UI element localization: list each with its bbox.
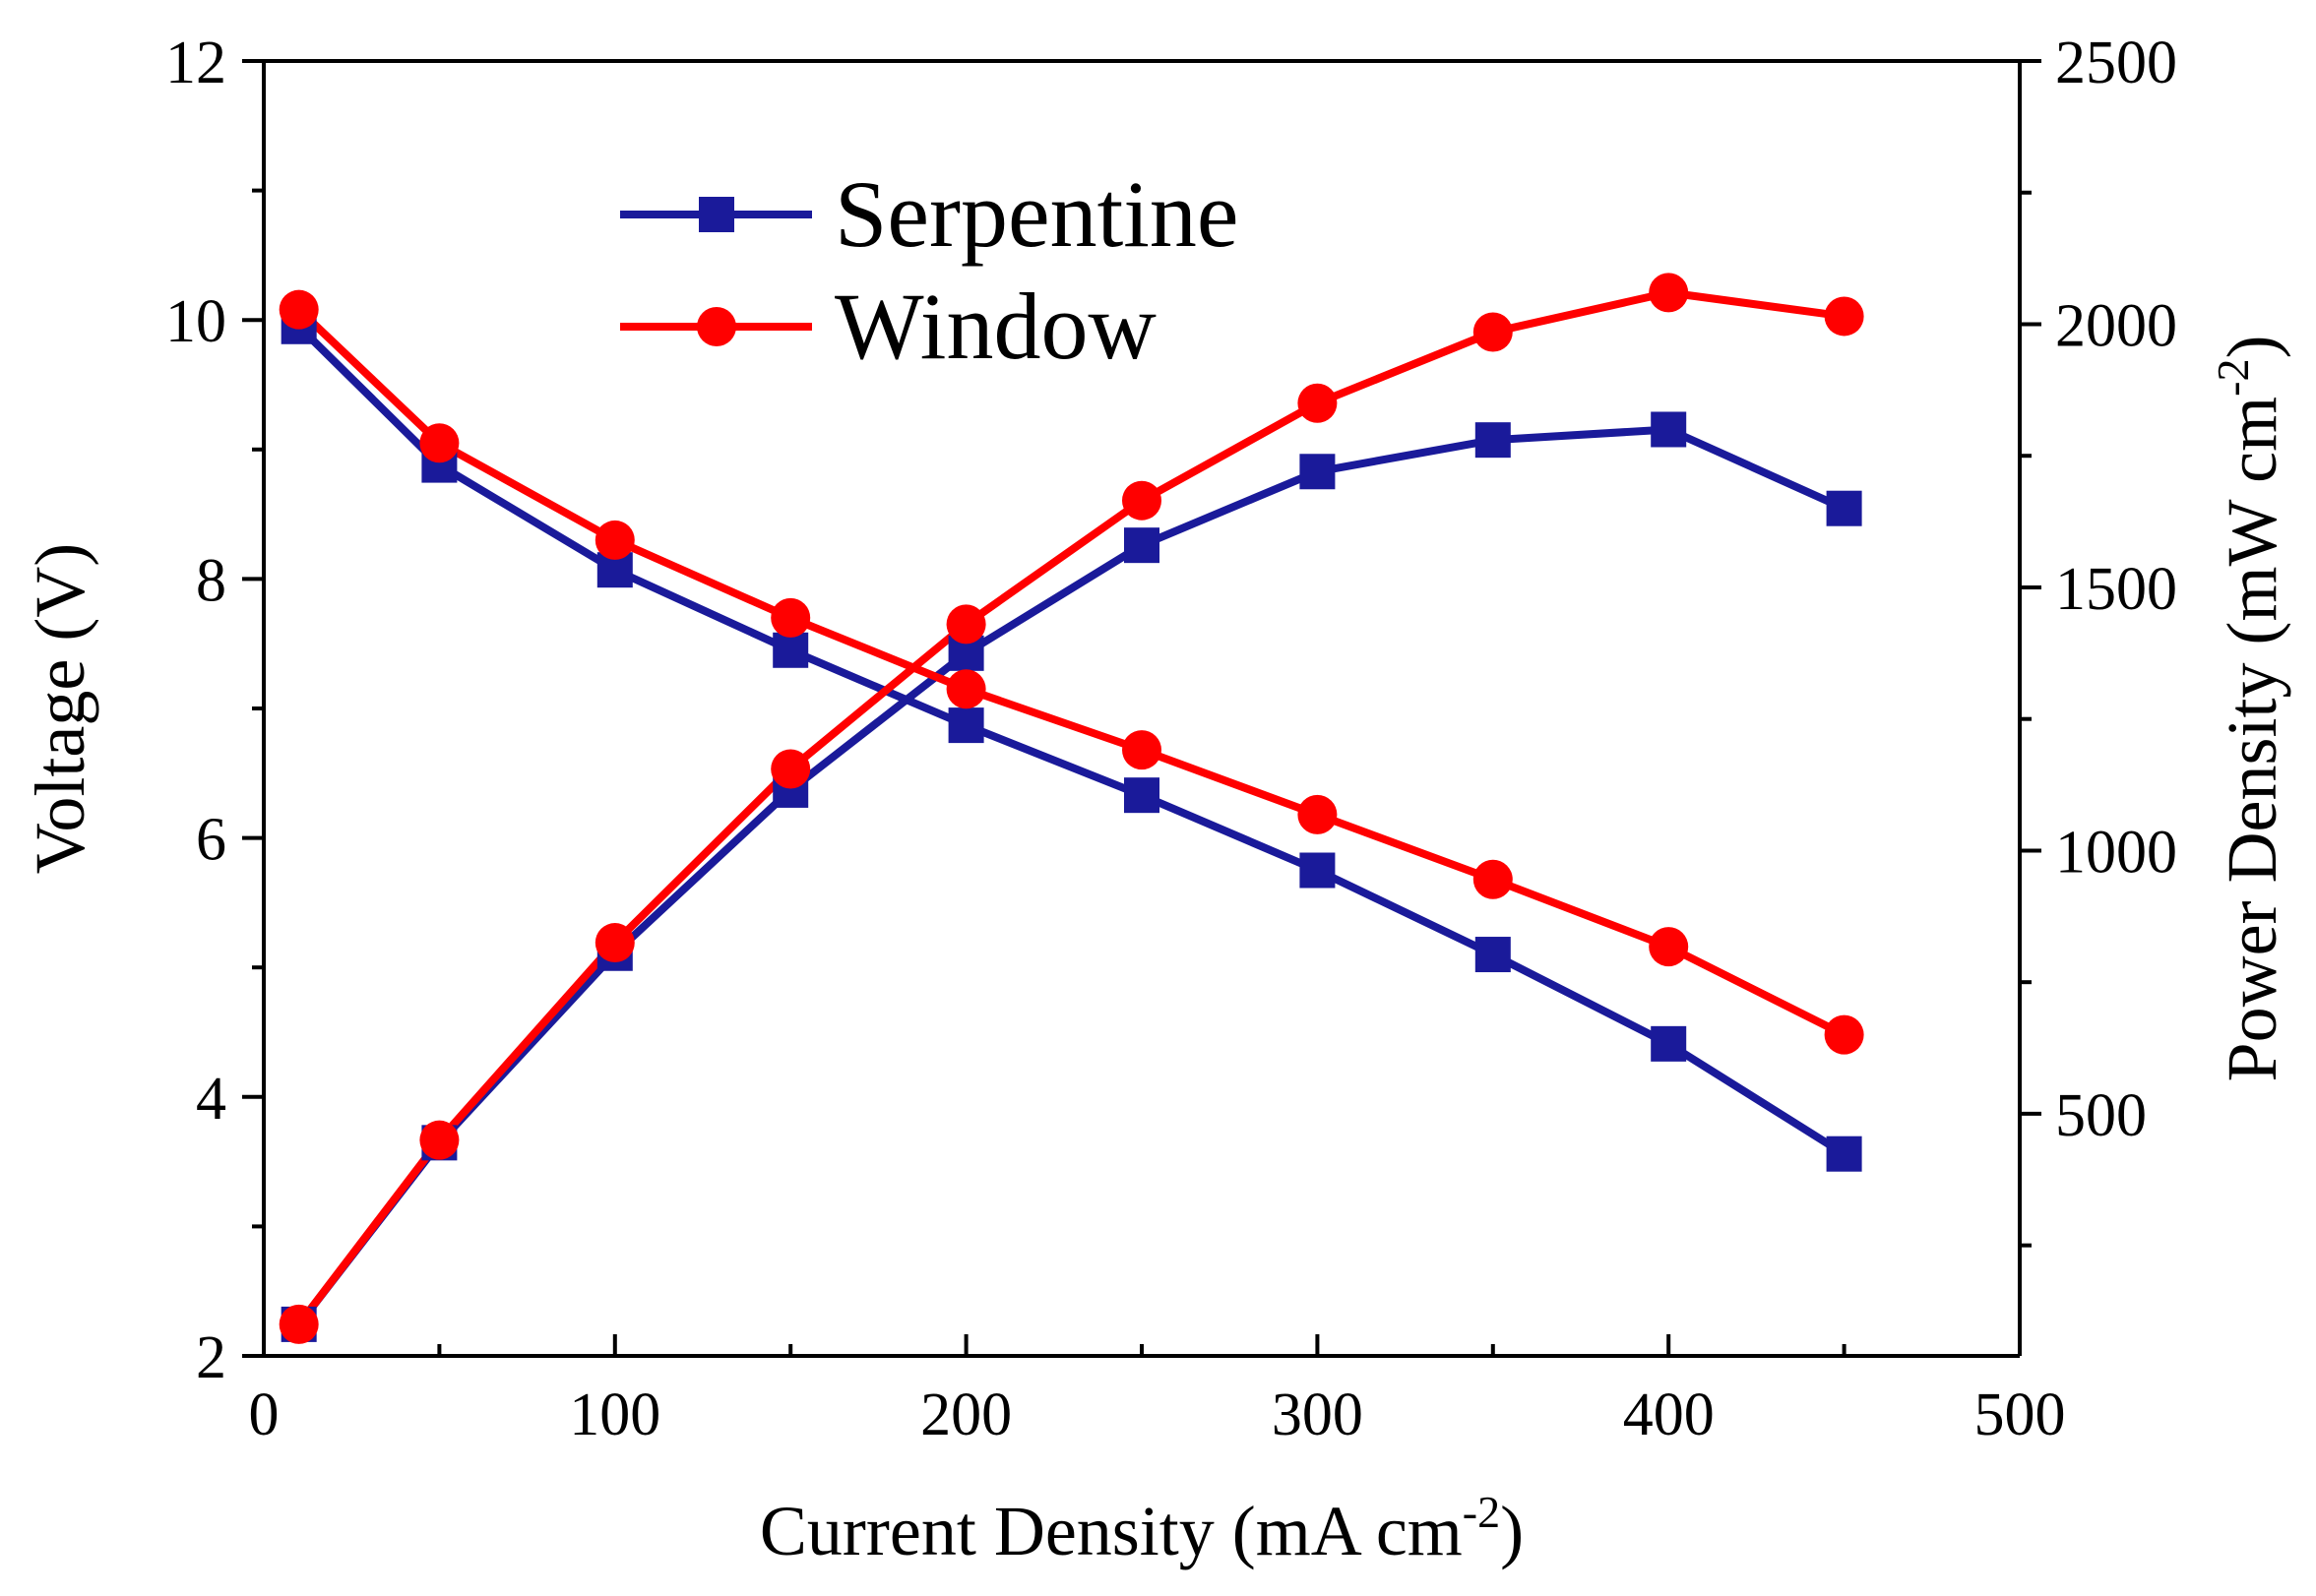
x-axis-title: Current Density (mA cm-2): [760, 1487, 1524, 1570]
serpentine-voltage-line: [295, 323, 1847, 1158]
window-power-point: [1824, 296, 1864, 337]
serpentine-power-point: [1826, 490, 1862, 526]
window-power-point: [946, 604, 986, 645]
y-right-tick-label: 2500: [2055, 30, 2177, 96]
window-voltage-point: [771, 597, 811, 638]
y-left-tick-label: 6: [196, 807, 226, 874]
y-right-tick-label: 1000: [2055, 819, 2177, 886]
window-power-point: [595, 923, 635, 963]
y-left-tick-label: 10: [165, 288, 226, 355]
window-power-point: [1122, 480, 1161, 521]
x-axis-title-close: ): [1500, 1492, 1524, 1570]
window-power-point: [1649, 273, 1689, 313]
legend-label-window: Window: [835, 274, 1157, 379]
serpentine-voltage-point: [1651, 1025, 1687, 1062]
window-voltage-point: [946, 669, 986, 709]
y-left-tick-label: 8: [196, 547, 226, 614]
window-voltage-point: [279, 289, 319, 330]
y-right-axis-title-main: Power Density (mW cm: [2213, 397, 2291, 1082]
serpentine-voltage-point: [1826, 1136, 1862, 1172]
x-tick-label: 300: [1272, 1381, 1363, 1448]
window-voltage-point: [419, 423, 460, 463]
window-voltage-point: [1297, 794, 1338, 834]
x-tick-label: 400: [1623, 1381, 1715, 1448]
serpentine-power-point: [1299, 454, 1336, 490]
serpentine-power-point: [1474, 422, 1511, 459]
serpentine-voltage-point: [1124, 777, 1159, 814]
legend-label-serpentine: Serpentine: [835, 161, 1239, 267]
x-tick-label: 100: [569, 1381, 660, 1448]
serpentine-voltage-point: [773, 632, 809, 668]
serpentine-voltage-point: [1299, 852, 1336, 889]
x-axis-title-main: Current Density (mA cm: [760, 1492, 1463, 1570]
legend-marker-serpentine: [699, 197, 734, 232]
window-voltage-point: [1472, 859, 1513, 899]
window-power-point: [279, 1304, 319, 1344]
window-voltage-line: [295, 306, 1847, 1039]
y-left-tick-label: 4: [196, 1066, 226, 1133]
serpentine-power-point: [1651, 411, 1687, 448]
serpentine-voltage-point: [948, 707, 984, 744]
y-right-axis-title: Power Density (mW cm-2): [2208, 336, 2291, 1082]
y-left-tick-label: 2: [196, 1324, 226, 1391]
window-voltage-point: [1649, 927, 1689, 967]
x-axis-title-sup: -2: [1463, 1487, 1500, 1537]
legend-marker-window: [697, 307, 736, 346]
window-voltage-point: [595, 520, 635, 560]
window-power-point: [1297, 383, 1338, 423]
y-right-tick-label: 1500: [2055, 556, 2177, 623]
serpentine-power-line: [295, 425, 1847, 1327]
window-voltage-point: [1824, 1014, 1864, 1055]
x-tick-label: 500: [1974, 1381, 2066, 1448]
y-right-tick-label: 2000: [2055, 292, 2177, 359]
y-left-axis-title: Voltage (V): [21, 543, 99, 875]
serpentine-voltage-point: [1474, 937, 1511, 973]
legend-layer: Serpentine Window: [620, 161, 1239, 379]
series-layer: [279, 273, 1864, 1344]
window-power-line: [295, 288, 1846, 1327]
y-left-tick-label: 12: [165, 30, 226, 96]
x-tick-label: 0: [249, 1381, 280, 1448]
axes-layer: 0 100 200 300 400 500 2 4 6 8 10 12 500 1000 1500 2000 2…: [165, 30, 2177, 1448]
window-power-point: [419, 1120, 460, 1160]
y-right-axis-title-close: ): [2213, 336, 2291, 359]
y-right-tick-label: 500: [2055, 1082, 2147, 1149]
window-voltage-point: [1122, 730, 1161, 770]
x-tick-label: 200: [920, 1381, 1012, 1448]
serpentine-power-point: [1124, 527, 1159, 564]
window-power-point: [1472, 312, 1513, 352]
window-power-point: [771, 749, 811, 789]
y-right-axis-title-sup: -2: [2208, 359, 2258, 397]
